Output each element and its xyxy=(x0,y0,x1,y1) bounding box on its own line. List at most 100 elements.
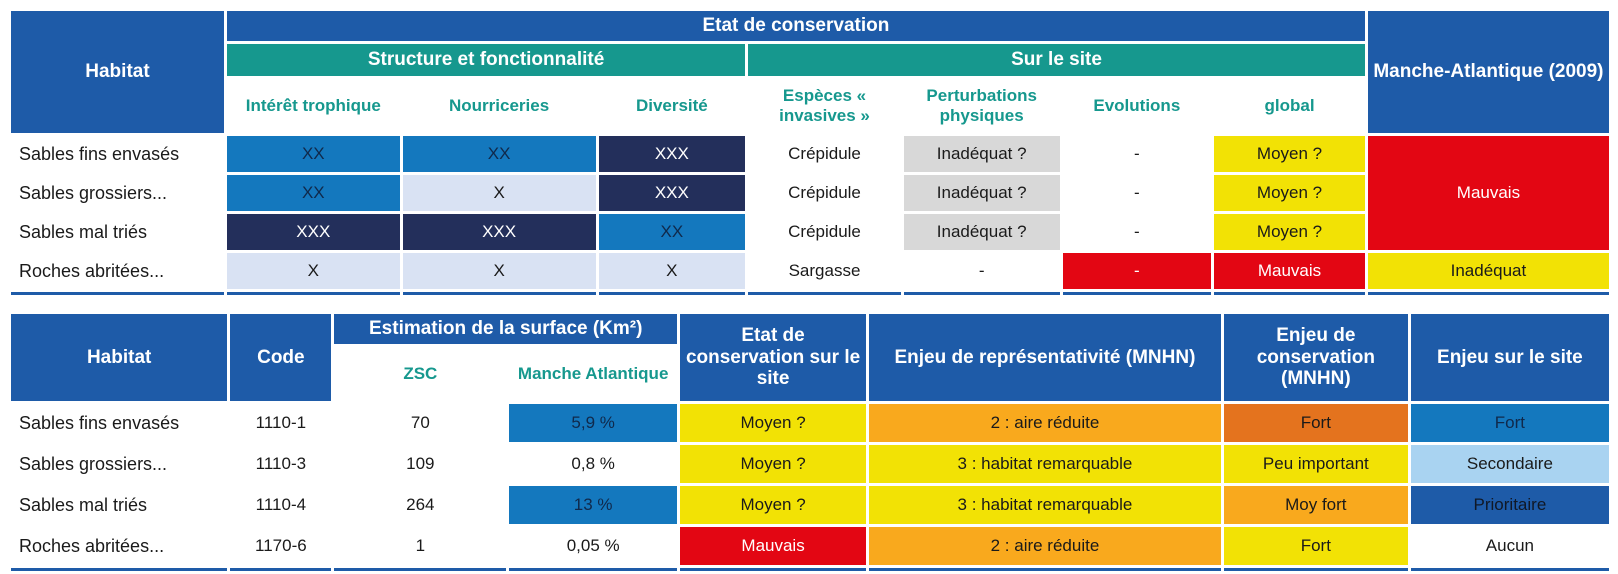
especes-invasives-value: Crépidule xyxy=(748,214,901,250)
representativite-status: 3 : habitat remarquable xyxy=(869,445,1221,483)
score-diversite: XXX xyxy=(598,175,746,211)
t1-row-sables-fins-envases: Sables fins envasés XX XX XXX Crépidule … xyxy=(11,136,1609,250)
t1-subheader-especes-invasives: Espèces « invasives » xyxy=(748,79,901,133)
t1-row-sables-grossiers: Sables grossiers... XX X XXX Crépidule I… xyxy=(11,175,1609,211)
score-nourriceries: XX xyxy=(402,136,596,172)
t2-header-enjeu-representativite: Enjeu de représentativité (MNHN) xyxy=(869,314,1221,401)
zsc-value: 70 xyxy=(334,404,507,442)
t1-subheader-evolutions: Evolutions xyxy=(1062,79,1212,133)
rule-segment xyxy=(598,292,746,295)
rule-segment xyxy=(680,568,867,571)
code-value: 1110-4 xyxy=(230,486,332,524)
habitat-label: Sables mal triés xyxy=(11,486,228,524)
especes-invasives-value: Crépidule xyxy=(748,175,901,211)
rule-segment xyxy=(1223,568,1408,571)
surface-enjeux-table: Habitat Code Estimation de la surface (K… xyxy=(8,311,1612,574)
score-diversite: XX xyxy=(598,214,746,250)
perturbations-status: Inadéquat ? xyxy=(903,214,1060,250)
manche-atlantique-percent: 5,9 % xyxy=(509,404,678,442)
t1-subheader-global: global xyxy=(1214,79,1365,133)
t2-header-code: Code xyxy=(230,314,332,401)
rule-segment xyxy=(11,568,228,571)
etat-conservation-status: Moyen ? xyxy=(680,445,867,483)
representativite-status: 3 : habitat remarquable xyxy=(869,486,1221,524)
especes-invasives-value: Sargasse xyxy=(748,253,901,289)
rule-segment xyxy=(334,568,507,571)
etat-conservation-status: Moyen ? xyxy=(680,404,867,442)
enjeu-site-status: Aucun xyxy=(1410,527,1609,565)
perturbations-status: - xyxy=(903,253,1060,289)
t2-row-roches-abritees: Roches abritées... 1170-6 1 0,05 % Mauva… xyxy=(11,527,1609,565)
score-interet-trophique: X xyxy=(226,253,400,289)
enjeu-site-status: Prioritaire xyxy=(1410,486,1609,524)
score-nourriceries: X xyxy=(402,253,596,289)
conservation-status: Moy fort xyxy=(1223,486,1408,524)
perturbations-status: Inadéquat ? xyxy=(903,136,1060,172)
t2-subheader-zsc: ZSC xyxy=(334,347,507,401)
manche-atlantique-status: Inadéquat xyxy=(1367,253,1609,289)
conservation-status-table: Habitat Etat de conservation Manche-Atla… xyxy=(8,8,1612,298)
rule-segment xyxy=(1410,568,1609,571)
rule-segment xyxy=(509,568,678,571)
t2-bottom-rule xyxy=(11,568,1609,571)
t1-header-habitat: Habitat xyxy=(11,11,224,133)
enjeu-site-status: Secondaire xyxy=(1410,445,1609,483)
score-interet-trophique: XX xyxy=(226,175,400,211)
manche-atlantique-percent: 13 % xyxy=(509,486,678,524)
rule-segment xyxy=(230,568,332,571)
rule-segment xyxy=(1214,292,1365,295)
t1-bottom-rule xyxy=(11,292,1609,295)
zsc-value: 264 xyxy=(334,486,507,524)
t1-subheader-nourriceries: Nourriceries xyxy=(402,79,596,133)
habitat-label: Sables grossiers... xyxy=(11,175,224,211)
rule-segment xyxy=(1367,292,1609,295)
global-status: Moyen ? xyxy=(1214,214,1365,250)
t2-header-enjeu-sur-site: Enjeu sur le site xyxy=(1410,314,1609,401)
zsc-value: 1 xyxy=(334,527,507,565)
etat-conservation-status: Moyen ? xyxy=(680,486,867,524)
t2-header-habitat: Habitat xyxy=(11,314,228,401)
manche-atlantique-status-merged: Mauvais xyxy=(1367,136,1609,250)
global-status: Moyen ? xyxy=(1214,136,1365,172)
score-nourriceries: XXX xyxy=(402,214,596,250)
t1-header-structure-fonctionnalite: Structure et fonctionnalité xyxy=(226,44,746,76)
t2-row-sables-fins-envases: Sables fins envasés 1110-1 70 5,9 % Moye… xyxy=(11,404,1609,442)
t2-row-sables-grossiers: Sables grossiers... 1110-3 109 0,8 % Moy… xyxy=(11,445,1609,483)
t1-subheader-perturbations-physiques: Perturbations physiques xyxy=(903,79,1060,133)
global-status: Moyen ? xyxy=(1214,175,1365,211)
t2-header-etat-conservation-site: Etat de conservation sur le site xyxy=(680,314,867,401)
especes-invasives-value: Crépidule xyxy=(748,136,901,172)
rule-segment xyxy=(402,292,596,295)
habitat-label: Roches abritées... xyxy=(11,253,224,289)
rule-segment xyxy=(11,292,224,295)
habitat-label: Sables fins envasés xyxy=(11,404,228,442)
evolutions-value: - xyxy=(1062,214,1212,250)
code-value: 1170-6 xyxy=(230,527,332,565)
conservation-status: Fort xyxy=(1223,404,1408,442)
code-value: 1110-3 xyxy=(230,445,332,483)
t1-subheader-diversite: Diversité xyxy=(598,79,746,133)
manche-atlantique-percent: 0,8 % xyxy=(509,445,678,483)
t1-header-etat-de-conservation: Etat de conservation xyxy=(226,11,1365,41)
score-diversite: XXX xyxy=(598,136,746,172)
habitat-label: Roches abritées... xyxy=(11,527,228,565)
enjeu-site-status: Fort xyxy=(1410,404,1609,442)
score-diversite: X xyxy=(598,253,746,289)
perturbations-status: Inadéquat ? xyxy=(903,175,1060,211)
representativite-status: 2 : aire réduite xyxy=(869,527,1221,565)
code-value: 1110-1 xyxy=(230,404,332,442)
evolutions-value: - xyxy=(1062,175,1212,211)
evolutions-value: - xyxy=(1062,136,1212,172)
t1-row-roches-abritees: Roches abritées... X X X Sargasse - - Ma… xyxy=(11,253,1609,289)
tables-gap xyxy=(8,298,1612,311)
manche-atlantique-percent: 0,05 % xyxy=(509,527,678,565)
evolutions-value: - xyxy=(1062,253,1212,289)
rule-segment xyxy=(1062,292,1212,295)
habitat-label: Sables mal triés xyxy=(11,214,224,250)
representativite-status: 2 : aire réduite xyxy=(869,404,1221,442)
habitat-label: Sables grossiers... xyxy=(11,445,228,483)
t1-header-manche-atlantique: Manche-Atlantique (2009) xyxy=(1367,11,1609,133)
t1-header-sur-le-site: Sur le site xyxy=(748,44,1365,76)
t1-row-sables-mal-tries: Sables mal triés XXX XXX XX Crépidule In… xyxy=(11,214,1609,250)
rule-segment xyxy=(748,292,901,295)
